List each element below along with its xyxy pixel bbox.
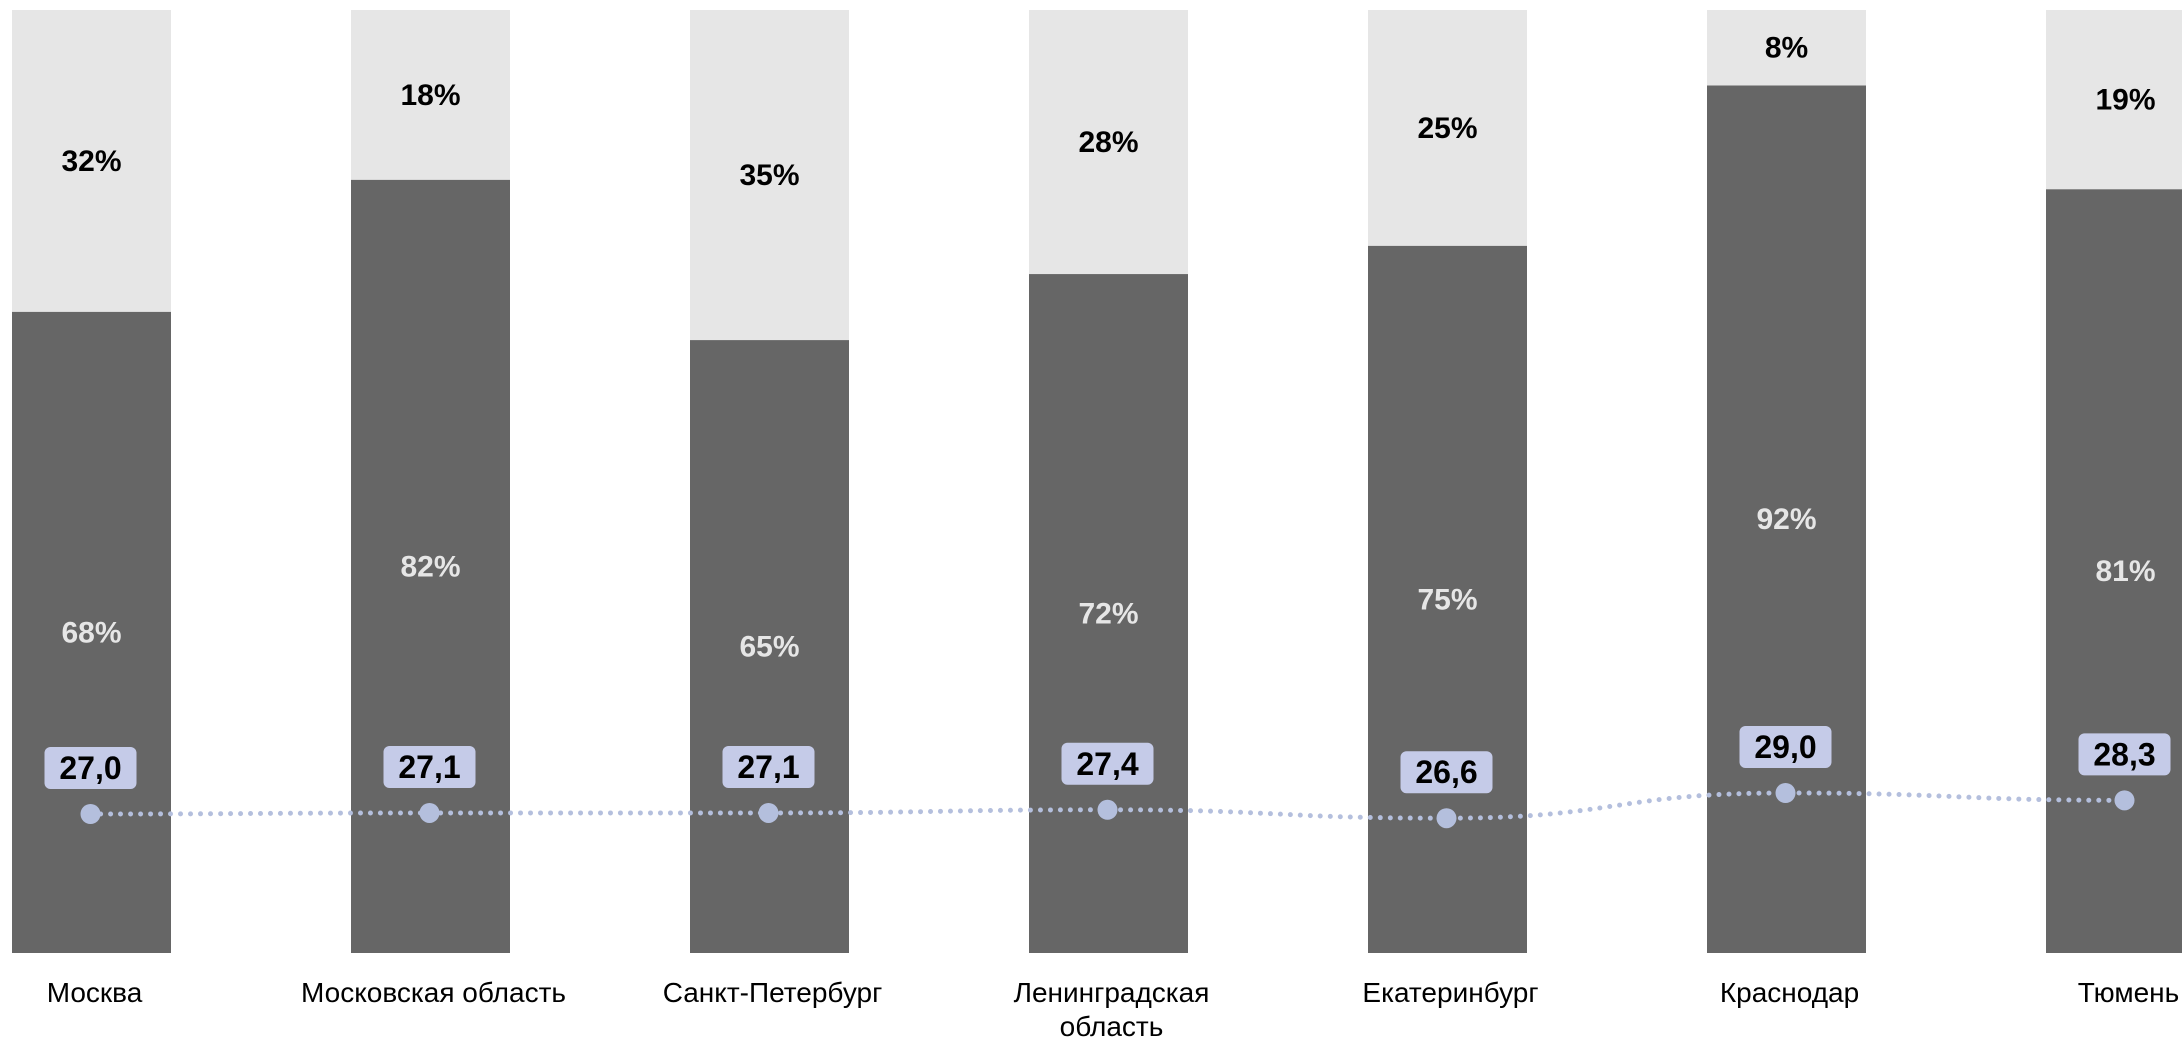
bar-segment-lower <box>12 311 171 953</box>
bar-segment-lower <box>690 340 849 953</box>
segment-value-label: 25% <box>1417 112 1477 145</box>
segment-value-label: 8% <box>1765 32 1808 65</box>
segment-value-label: 92% <box>1756 503 1816 536</box>
line-value-badge <box>1061 742 1154 785</box>
line-marker <box>758 802 779 823</box>
line-marker <box>1436 808 1457 829</box>
segment-value-label: 82% <box>400 550 460 583</box>
line-value-label: 26,6 <box>1415 754 1477 790</box>
line-value-label: 28,3 <box>2093 736 2155 772</box>
segment-value-label: 28% <box>1078 126 1138 159</box>
segment-value-label: 32% <box>61 145 121 178</box>
bar-segment-upper <box>351 10 510 180</box>
segment-value-label: 72% <box>1078 598 1138 631</box>
segment-value-label: 65% <box>739 631 799 664</box>
line-value-badge <box>383 745 476 788</box>
line-value-label: 27,1 <box>737 749 799 785</box>
bar-segment-lower <box>1368 245 1527 953</box>
line-value-badge <box>1739 726 1832 768</box>
bar-segment-upper <box>1707 10 1866 86</box>
segment-value-label: 68% <box>61 616 121 649</box>
line-value-label: 27,0 <box>59 750 121 786</box>
line-value-label: 29,0 <box>1754 729 1816 765</box>
bar-segment-lower <box>351 179 510 954</box>
bar-segment-upper <box>2046 10 2182 190</box>
segment-value-label: 18% <box>400 79 460 112</box>
bar-segment-upper <box>1368 10 1527 246</box>
line-value-label: 27,4 <box>1076 746 1138 782</box>
line-value-label: 27,1 <box>398 749 460 785</box>
line-marker <box>1775 783 1796 803</box>
bar-segment-lower <box>1707 85 1866 953</box>
line-value-badge <box>722 745 815 788</box>
line-layer: 27,0 27,1 27,1 27,4 26,6 29,0 28,3 <box>44 726 2171 829</box>
line-marker <box>2114 790 2135 811</box>
category-label: Ленинградская область <box>1014 977 1210 1039</box>
category-label: Тюмень <box>2078 977 2179 1008</box>
bar-segment-lower <box>1029 274 1188 953</box>
line-value-badge <box>2078 733 2171 776</box>
bar-segment-upper <box>690 10 849 341</box>
bar-segment-upper <box>12 10 171 312</box>
category-label: Екатеринбург <box>1362 977 1538 1008</box>
category-label: Санкт-Петербург <box>663 977 883 1008</box>
segment-value-label: 81% <box>2095 555 2155 588</box>
bar-segment-upper <box>1029 10 1188 275</box>
segment-value-label: 35% <box>739 159 799 192</box>
bar-segment-lower <box>2046 189 2182 954</box>
bars-layer <box>12 10 2182 954</box>
line-value-badge <box>44 747 137 789</box>
category-label: Московская область <box>301 977 566 1008</box>
category-label: Москва <box>47 977 143 1008</box>
line-marker <box>1097 799 1118 820</box>
category-labels-layer: Москва Московская область Санкт-Петербург Л… <box>47 977 2180 1039</box>
segment-value-label: 75% <box>1417 583 1477 616</box>
line-value-badge <box>1400 751 1493 794</box>
segment-value-label: 19% <box>2095 84 2155 117</box>
line-marker <box>80 804 101 824</box>
category-label: Краснодар <box>1720 977 1859 1008</box>
segment-labels-layer: 68% 32% 82% 18% 65% 35% 72% 28% 75% 25% 92% 8% 81% 19… <box>61 32 2155 664</box>
line-marker <box>419 802 440 823</box>
